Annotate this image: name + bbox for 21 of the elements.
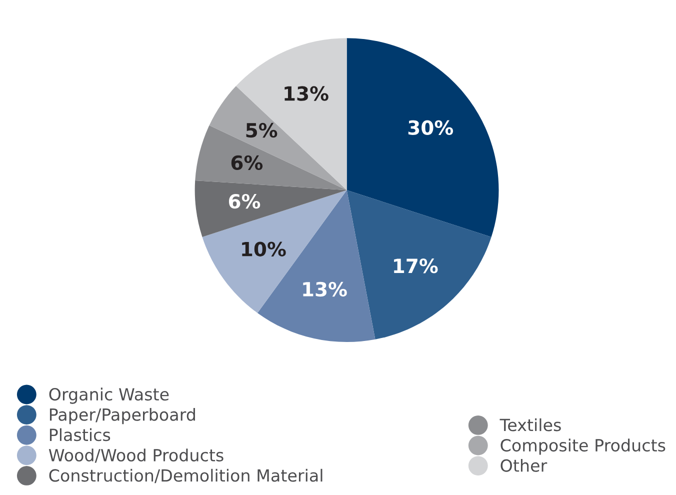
data-label: 5% (246, 122, 278, 138)
data-label: 13% (284, 86, 328, 101)
legend-label: Plastics (50, 428, 110, 442)
legend-label: Organic Waste (49, 388, 169, 404)
pie-slice (209, 86, 347, 190)
pie-slice (346, 38, 499, 238)
pie-slice (346, 190, 492, 340)
data-label: 6% (231, 155, 263, 170)
pie-slice (202, 190, 347, 314)
data-label: 10% (242, 242, 286, 256)
legend-label: Other (500, 458, 548, 472)
data-label: 13% (303, 282, 347, 297)
data-label: 30% (408, 120, 454, 135)
legend-label: Paper/Paperboard (50, 408, 195, 424)
pie-slice (194, 180, 347, 238)
data-label: 6% (228, 194, 260, 209)
legend-label: Wood/Wood Products (48, 448, 224, 463)
legend-label: Construction/Demolition Material (49, 468, 322, 484)
legend-label: Composite Products (500, 438, 666, 455)
legend-label: Textiles (500, 418, 561, 432)
data-label: 17% (394, 258, 438, 274)
